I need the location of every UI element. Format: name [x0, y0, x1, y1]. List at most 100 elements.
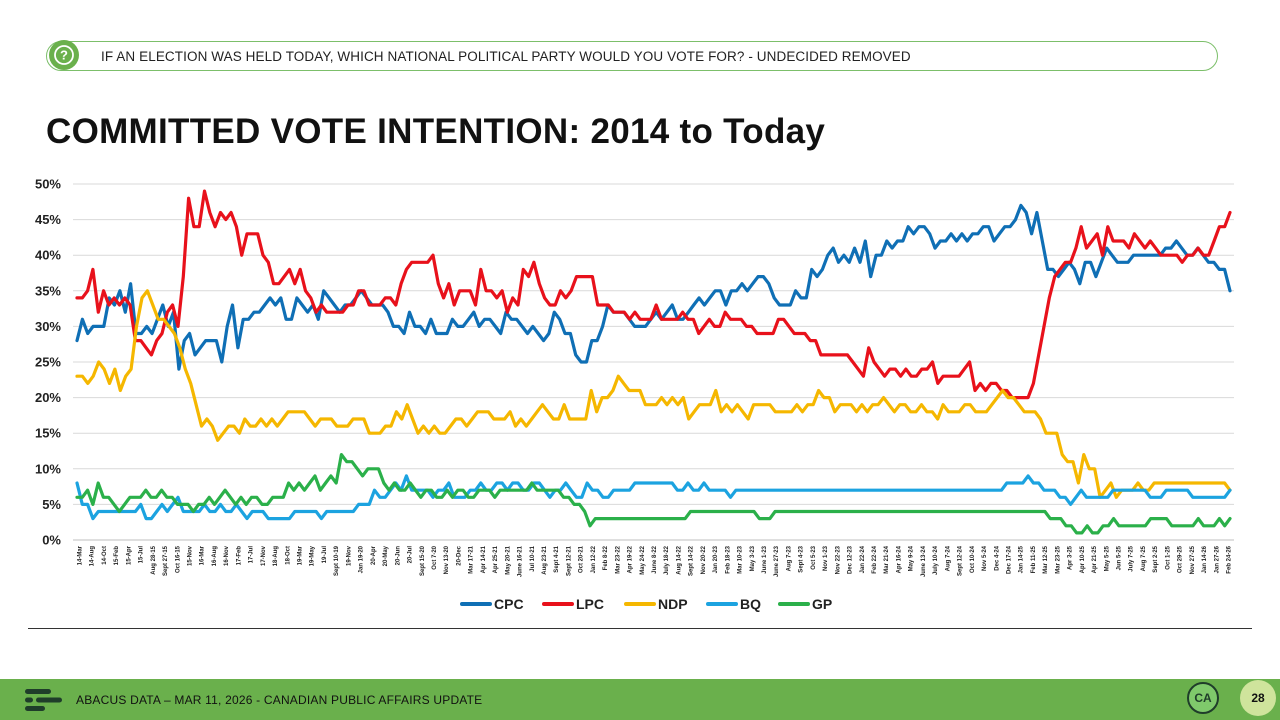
legend-item-cpc: CPC: [460, 596, 524, 612]
x-tick-label: Feb 18-23: [725, 545, 731, 573]
legend-label: GP: [812, 596, 832, 612]
x-tick-label: Oct 10-24: [970, 545, 976, 573]
legend-label: NDP: [658, 596, 688, 612]
x-tick-label: Oct 7-20: [432, 545, 438, 569]
x-tick-label: 15-Apr: [126, 545, 132, 565]
x-tick-label: May 5-25: [1104, 545, 1110, 571]
y-tick-label: 45%: [35, 212, 61, 227]
x-tick-label: Apr 21-25: [1092, 545, 1098, 573]
x-tick-label: Jan 19-20: [359, 545, 365, 573]
question-icon: ?: [49, 40, 79, 70]
x-tick-label: Jan 14-26: [1202, 545, 1208, 573]
series-line-cpc: [75, 203, 1232, 371]
y-tick-label: 35%: [35, 283, 61, 298]
x-tick-label: 19-Mar: [298, 545, 304, 565]
legend-item-gp: GP: [778, 596, 832, 612]
x-axis-ticks: 14-Mar 14-Aug 14-Oct 15-Feb 15-Apr 15-Jul Aug …: [78, 545, 1233, 577]
x-tick-label: Aug 7-23: [786, 545, 792, 571]
x-tick-label: Feb 22-24: [872, 545, 878, 573]
x-tick-label: Aug 7-24: [945, 545, 951, 571]
x-tick-label: Apr 25-21: [493, 545, 499, 573]
x-tick-label: June 16-21: [518, 545, 524, 577]
x-tick-label: 14-Aug: [90, 546, 96, 567]
x-tick-label: 19-Jul: [322, 546, 328, 564]
x-tick-label: Mar 23-22: [615, 545, 621, 573]
series-lines: [75, 189, 1232, 535]
x-tick-label: Aug 23-21: [542, 545, 548, 574]
x-tick-label: Sept 27-15: [163, 545, 169, 576]
divider: [28, 628, 1252, 629]
question-text: IF AN ELECTION WAS HELD TODAY, WHICH NAT…: [101, 49, 911, 64]
x-tick-label: Jul 10-21: [530, 545, 536, 571]
x-tick-label: Mar 12-25: [1043, 545, 1049, 573]
x-tick-label: Sept 4-23: [799, 545, 805, 572]
x-tick-label: Feb 24-26: [1227, 545, 1233, 573]
x-tick-label: Apr 14-21: [481, 545, 487, 573]
y-tick-label: 0%: [42, 533, 61, 548]
x-tick-label: July 18-22: [664, 545, 670, 575]
legend-label: LPC: [576, 596, 604, 612]
x-tick-label: Oct 16-15: [175, 545, 181, 573]
x-tick-label: Sept 10-19: [334, 545, 340, 576]
line-chart: 0%5%10%15%20%25%30%35%40%45%50% 14-Mar 14…: [35, 177, 1234, 612]
x-tick-label: Mar 17-21: [469, 545, 475, 573]
x-tick-label: Oct 29-25: [1178, 545, 1184, 573]
question-banner: ? IF AN ELECTION WAS HELD TODAY, WHICH N…: [46, 40, 1218, 71]
x-tick-label: Jan 14-25: [1019, 545, 1025, 573]
x-tick-label: Nov 20-22: [701, 545, 707, 574]
series-line-ndp: [75, 289, 1232, 499]
x-tick-label: Sept 15-20: [420, 545, 426, 576]
x-tick-label: 15-Jul: [139, 546, 145, 564]
series-line-gp: [75, 453, 1232, 535]
x-tick-label: 14-Mar: [78, 545, 84, 565]
x-tick-label: 14-Oct: [102, 546, 108, 565]
x-tick-label: 18-Aug: [273, 546, 279, 567]
x-tick-label: May 3-23: [750, 545, 756, 571]
x-tick-label: Apr 10-25: [1080, 545, 1086, 573]
legend-label: BQ: [740, 596, 761, 612]
x-tick-label: 15-Feb: [114, 546, 120, 566]
footer-text: ABACUS DATA – MAR 11, 2026 - CANADIAN PU…: [76, 693, 483, 707]
legend-item-lpc: LPC: [542, 596, 604, 612]
x-tick-label: Sept 14-22: [689, 545, 695, 576]
x-tick-label: 16-Mar: [200, 545, 206, 565]
x-tick-label: Dec 17-24: [1006, 545, 1012, 574]
x-tick-label: Jan 22-24: [860, 545, 866, 573]
x-tick-label: 20-Apr: [371, 545, 377, 565]
x-tick-label: Jun 5-25: [1116, 545, 1122, 570]
x-tick-label: 17-Nov: [261, 545, 267, 566]
y-tick-label: 5%: [42, 497, 61, 512]
x-tick-label: Sept 12-21: [566, 545, 572, 576]
page-number: 28: [1240, 680, 1276, 716]
x-tick-label: June 27-23: [774, 545, 780, 577]
y-tick-label: 20%: [35, 390, 61, 405]
ca-badge: CA: [1187, 682, 1219, 714]
x-tick-label: Jan 27-26: [1214, 545, 1220, 573]
x-tick-label: June 1-23: [762, 545, 768, 573]
x-tick-label: Nov 22-23: [835, 545, 841, 574]
x-tick-label: May 20-21: [505, 545, 511, 574]
x-tick-label: 19-Nov: [346, 545, 352, 566]
x-tick-label: 16-Nov: [224, 545, 230, 566]
x-tick-label: 20-Dec: [456, 545, 462, 565]
x-tick-label: May 9-24: [909, 545, 915, 571]
x-tick-label: 17-Feb: [236, 546, 242, 566]
legend-label: CPC: [494, 596, 524, 612]
x-tick-label: Oct 5-23: [811, 545, 817, 569]
footer: ABACUS DATA – MAR 11, 2026 - CANADIAN PU…: [0, 679, 1280, 720]
y-tick-label: 40%: [35, 248, 61, 263]
x-tick-label: Jan 20-23: [713, 545, 719, 573]
x-tick-label: Dec 4-24: [994, 545, 1000, 570]
x-tick-label: Dec 12-23: [848, 545, 854, 574]
x-tick-label: Sept 2-25: [1153, 545, 1159, 572]
x-tick-label: Sept 4-21: [554, 545, 560, 572]
x-tick-label: June 8-22: [652, 545, 658, 573]
x-tick-label: Oct 1-25: [1165, 545, 1171, 569]
gridlines: [73, 183, 1234, 541]
x-tick-label: July 10-24: [933, 545, 939, 575]
x-tick-label: Mar 23-25: [1055, 545, 1061, 573]
x-tick-label: Nov 1-23: [823, 545, 829, 571]
x-tick-label: Sept 12-24: [958, 545, 964, 576]
svg-text:?: ?: [60, 48, 68, 63]
y-tick-label: 10%: [35, 461, 61, 476]
